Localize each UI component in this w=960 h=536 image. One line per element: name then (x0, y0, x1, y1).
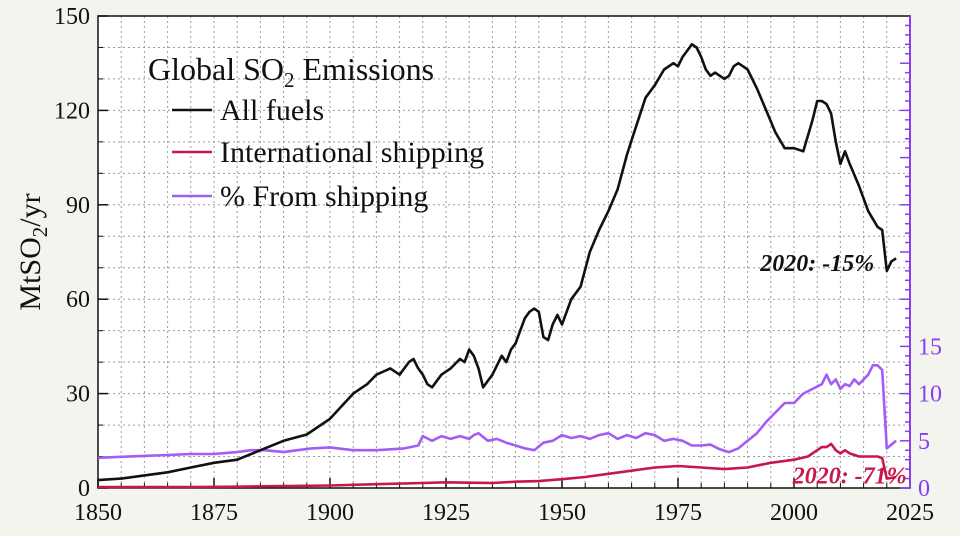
y-axis-label: MtSO2/yr (14, 193, 52, 310)
series-line-1 (98, 442, 897, 489)
series-line-2 (97, 363, 897, 460)
chart-title: Global SO2 Emissions (148, 51, 434, 92)
series-line-0 (97, 42, 897, 482)
series-group (97, 42, 897, 489)
ylabel-suffix: /yr (14, 193, 47, 226)
annotation-1: 2020: -71% (792, 463, 907, 489)
svg-text:Global SO2 Emissions: Global SO2 Emissions (148, 51, 434, 92)
ylabel-main: MtSO (14, 237, 47, 310)
y2-tick-label: 5 (918, 429, 930, 455)
x-tick-label: 1975 (654, 500, 702, 526)
grid (98, 16, 910, 488)
legend-label-0: All fuels (220, 94, 324, 127)
plot-area (98, 16, 910, 488)
x-tick-label: 1875 (190, 500, 238, 526)
ylabel-subscript: 2 (28, 227, 52, 238)
x-tick-label: 1900 (306, 500, 354, 526)
y-tick-label: 0 (78, 476, 90, 502)
y2-tick-label: 0 (918, 476, 930, 502)
x-tick-label: 1850 (74, 500, 122, 526)
y-tick-label: 30 (66, 382, 90, 408)
legend-label-1: International shipping (220, 136, 484, 169)
title-suffix: Emissions (295, 51, 435, 87)
annotation-0: 2020: -15% (759, 251, 874, 277)
title-subscript: 2 (284, 68, 295, 92)
svg-text:MtSO2/yr: MtSO2/yr (14, 193, 52, 310)
y-tick-label: 90 (66, 193, 90, 219)
x-tick-label: 1925 (422, 500, 470, 526)
x-tick-label: 1950 (538, 500, 586, 526)
y-tick-label: 60 (66, 287, 90, 313)
x-tick-label: 2025 (886, 500, 934, 526)
annotations: 2020: -15% 2020: -71% (759, 251, 906, 489)
title-main: Global SO (148, 51, 284, 87)
x-tick-label: 2000 (770, 500, 818, 526)
legend-label-2: % From shipping (220, 180, 428, 213)
y2-tick-label: 15 (918, 334, 942, 360)
legend: All fuels International shipping % From sh… (172, 94, 484, 213)
y2-tick-label: 10 (918, 382, 942, 408)
y-tick-label: 150 (54, 4, 90, 30)
y-tick-label: 120 (54, 98, 90, 124)
